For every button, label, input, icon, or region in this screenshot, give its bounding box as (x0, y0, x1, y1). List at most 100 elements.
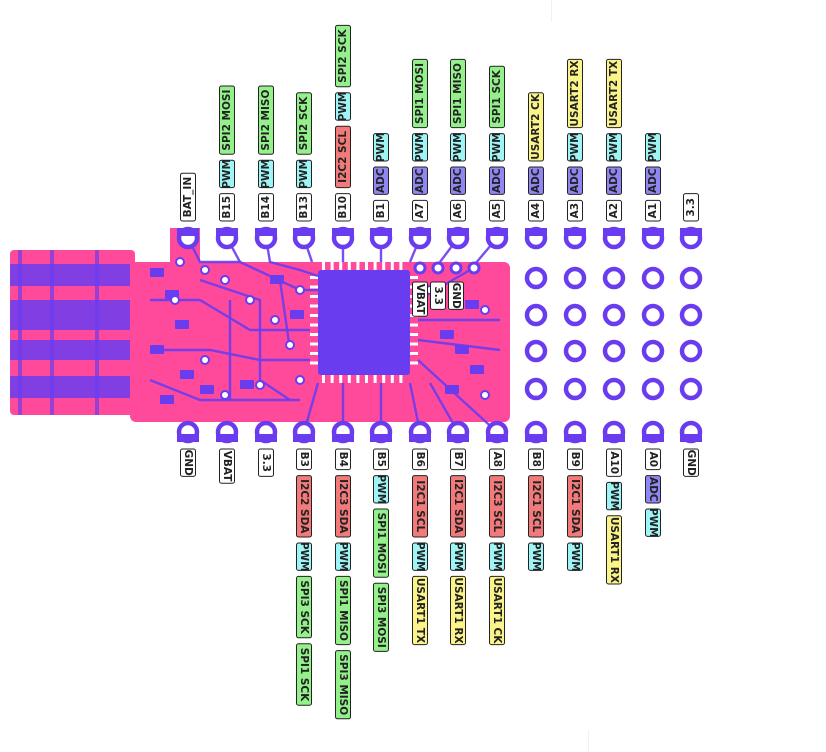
inner-pin-label: GND (450, 283, 462, 309)
mcu-lead (365, 262, 368, 270)
pin-pad-bottom-bar (216, 434, 238, 442)
top-pin-label: A4 (530, 203, 542, 218)
top-pin-tag-adc: ADC (375, 168, 387, 193)
pin-pad-top-bar (680, 228, 702, 236)
bottom-pin-tag-spi-box (296, 575, 312, 639)
top-pin-tag-pwm-box (258, 159, 274, 189)
via (245, 295, 255, 305)
bottom-pin-tag-pwm-box (450, 542, 466, 571)
pin-pad-top-bar (642, 228, 664, 236)
top-pin-tag-pwm-box (412, 133, 428, 162)
mcu-lead (310, 342, 318, 346)
top-pin-label-box (450, 199, 466, 222)
header-pin (431, 261, 445, 275)
top-pin-tag-pwm: PWM (452, 132, 464, 162)
bottom-pin-tag-pwm: PWM (375, 474, 387, 504)
smd-component (470, 365, 484, 374)
smd-component (150, 268, 164, 277)
pin-pad (563, 339, 587, 363)
bottom-pin-tag-i2c: I2C1 SCL (530, 480, 542, 532)
mcu-lead (410, 342, 418, 346)
bottom-pin-label: GND (685, 450, 697, 476)
top-pin-tag-i2c-box (335, 125, 351, 189)
bottom-pin-label: B4 (337, 452, 349, 467)
top-pin-label: A2 (608, 203, 620, 218)
header-pin (467, 261, 481, 275)
bottom-pin-label-box (296, 448, 312, 471)
top-pin-label: B15 (221, 196, 233, 219)
top-pin-label-box (258, 193, 274, 222)
via (255, 380, 265, 390)
header-pin (413, 261, 427, 275)
smd-component (180, 370, 194, 379)
top-pin-tag-pwm-box (567, 133, 583, 162)
top-pin-tag-pwm-box (450, 133, 466, 162)
top-pin-tag-spi-box (219, 85, 235, 155)
bottom-pin-tag-usart-box (489, 575, 505, 646)
top-pin-label-box (373, 199, 389, 222)
top-pin-tag-pwm: PWM (260, 159, 272, 189)
top-pin-tag-adc: ADC (491, 168, 503, 193)
pin-pad (602, 266, 626, 290)
top-pin-tag-pwm: PWM (608, 132, 620, 162)
top-pin-tag-adc-box (645, 166, 661, 195)
inner-pin-label: VBAT (414, 284, 426, 315)
top-pin-tag-pwm-box (645, 133, 661, 162)
top-pin-tag-spi: SPI1 SCK (491, 69, 503, 123)
bottom-pin-tag-pwm: PWM (491, 542, 503, 572)
bottom-pin-tag-spi-box (373, 582, 389, 652)
top-pin-tag-usart-box (606, 58, 622, 129)
pin-pad-bottom-bar (447, 434, 469, 442)
smd-component (175, 320, 189, 329)
mcu-lead (410, 352, 418, 355)
bottom-pin-tag-usart: USART1 RX (608, 517, 620, 583)
mcu-lead (339, 262, 343, 270)
top-pin-label: A1 (647, 203, 659, 218)
top-pin-label: A7 (414, 203, 426, 218)
via (270, 315, 280, 325)
top-pin-label-box (412, 199, 428, 222)
top-pin-tag-pwm: PWM (414, 132, 426, 162)
mcu-lead (410, 361, 418, 365)
bottom-pin-tag-usart: USART1 CK (491, 578, 503, 645)
top-pin-tag-i2c: I2C2 SCL (337, 131, 349, 183)
top-pin-label: BAT_IN (182, 177, 194, 217)
mcu-lead (310, 276, 318, 279)
bottom-pin-tag-i2c: I2C3 SDA (337, 479, 349, 534)
pin-pad-top-bar (370, 228, 392, 236)
pin-pad (679, 339, 703, 363)
pin-pad (641, 339, 665, 363)
via (295, 285, 305, 295)
mcu-lead (373, 262, 377, 270)
top-pin-tag-usart: USART2 RX (569, 60, 581, 126)
top-pin-tag-pwm: PWM (569, 132, 581, 162)
pcb-trace (149, 378, 300, 402)
bottom-pin-tag-pwm: PWM (530, 542, 542, 572)
mcu-lead (339, 375, 343, 383)
bottom-pin-tag-i2c: I2C1 SDA (569, 479, 581, 534)
bottom-pin-tag-pwm-box (567, 542, 583, 571)
bottom-pin-label-box (606, 448, 622, 477)
pin-pad (563, 266, 587, 290)
top-pin-tag-pwm-box (219, 159, 235, 189)
bottom-pin-tag-adc: ADC (647, 477, 659, 502)
bottom-pin-tag-i2c-box (296, 475, 312, 538)
pin-pad-top-bar (564, 228, 586, 236)
bottom-pin-tag-i2c-box (335, 475, 351, 538)
pin-pad-top-bar (255, 228, 277, 236)
via (480, 390, 490, 400)
pin-pad (641, 303, 665, 327)
bottom-pin-label: A8 (491, 452, 503, 467)
usb-contact (10, 376, 130, 398)
pin-pad (524, 339, 548, 363)
top-pin-tag-spi: SPI1 MOSI (414, 63, 426, 124)
bottom-pin-tag-pwm-box (489, 542, 505, 571)
bottom-pin-label-box (180, 448, 196, 477)
bottom-pin-label-box (645, 448, 661, 471)
bottom-pin-tag-pwm-box (645, 508, 661, 537)
bottom-pin-tag-spi-box (296, 643, 312, 706)
pin-pad-top-bar (447, 228, 469, 236)
pin-pad (602, 303, 626, 327)
